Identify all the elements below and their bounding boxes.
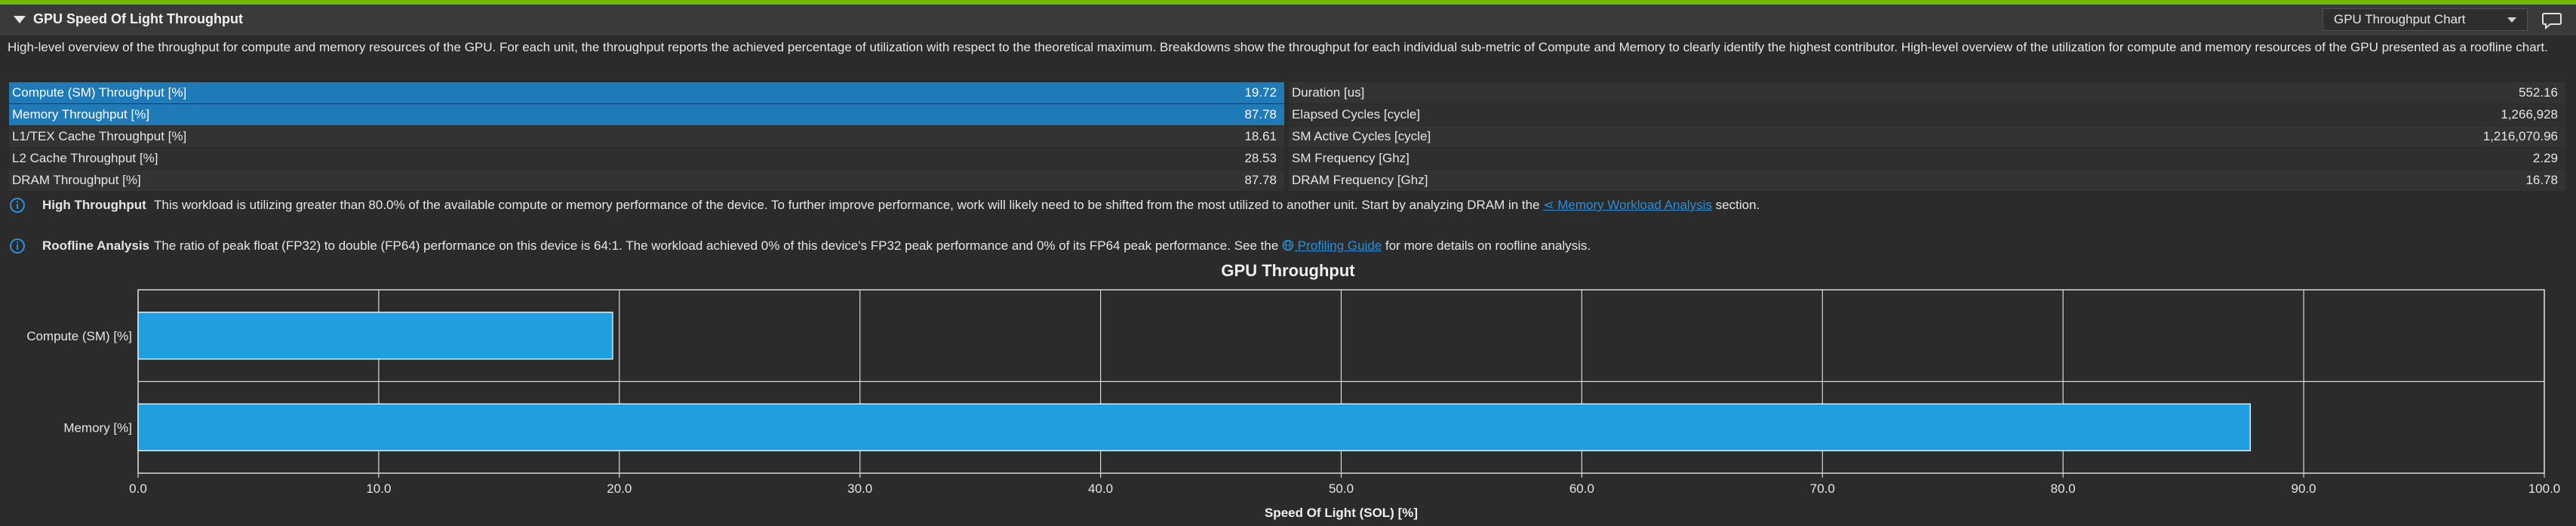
gpu-throughput-chart: 0.0 10.0 20.0 30.0 40.0 50.0 60.0 70.0 80.0 90.0 1…	[26, 289, 2561, 520]
metric-label: Elapsed Cycles [cycle]	[1292, 107, 1421, 122]
x-tick-label: 70.0	[1810, 481, 1835, 496]
memory-workload-analysis-link[interactable]: ⋖ Memory Workload Analysis	[1543, 198, 1712, 212]
collapse-chevron-icon[interactable]	[14, 15, 26, 23]
note-text-end: section.	[1711, 198, 1760, 212]
metric-row-l1tex-throughput[interactable]: L1/TEX Cache Throughput [%] 18.61	[9, 126, 1284, 147]
metric-row-l2-throughput[interactable]: L2 Cache Throughput [%] 28.53	[9, 148, 1284, 169]
note-text-start: The ratio of peak float (FP32) to double…	[154, 238, 1283, 253]
metric-value: 18.61	[1244, 129, 1277, 143]
profiling-guide-link[interactable]: Profiling Guide	[1282, 238, 1382, 253]
metric-label: L1/TEX Cache Throughput [%]	[12, 129, 187, 143]
x-tick-label: 100.0	[2528, 481, 2561, 496]
globe-icon	[1282, 239, 1294, 251]
metric-value: 2.29	[2532, 151, 2558, 165]
metric-row-compute-throughput[interactable]: Compute (SM) Throughput [%] 19.72	[9, 82, 1284, 103]
note-text: The ratio of peak float (FP32) to double…	[154, 238, 1591, 254]
x-tick-label: 30.0	[847, 481, 872, 496]
metric-value: 1,216,070.96	[2482, 129, 2558, 143]
metric-row-dram-frequency[interactable]: DRAM Frequency [Ghz] 16.78	[1289, 170, 2565, 191]
metric-label: Memory Throughput [%]	[12, 107, 150, 122]
x-tick-label: 10.0	[366, 481, 391, 496]
metric-value: 28.53	[1244, 151, 1277, 165]
roofline-analysis-note: Roofline Analysis The ratio of peak floa…	[9, 235, 1591, 257]
accent-line	[0, 0, 2576, 5]
high-throughput-note: High Throughput This workload is utilizi…	[9, 194, 1760, 217]
metric-row-dram-throughput[interactable]: DRAM Throughput [%] 87.78	[9, 170, 1284, 191]
metric-row-sm-active-cycles[interactable]: SM Active Cycles [cycle] 1,216,070.96	[1289, 126, 2565, 147]
comment-icon[interactable]	[2541, 11, 2562, 29]
metric-value: 87.78	[1244, 107, 1277, 122]
note-text: This workload is utilizing greater than …	[154, 198, 1760, 213]
metric-value: 87.78	[1244, 173, 1277, 187]
metric-row-memory-throughput[interactable]: Memory Throughput [%] 87.78	[9, 104, 1284, 125]
chart-title: GPU Throughput	[1221, 261, 1355, 280]
x-tick-label: 90.0	[2292, 481, 2316, 496]
metric-row-elapsed-cycles[interactable]: Elapsed Cycles [cycle] 1,266,928	[1289, 104, 2565, 125]
link-label: Memory Workload Analysis	[1557, 198, 1712, 212]
info-icon	[10, 198, 25, 213]
section-description: High-level overview of the throughput fo…	[8, 40, 2548, 54]
x-tick-label: 0.0	[129, 481, 147, 496]
section-title: GPU Speed Of Light Throughput	[33, 11, 243, 26]
metrics-table-right: Duration [us] 552.16 Elapsed Cycles [cyc…	[1289, 82, 2565, 192]
bar	[137, 403, 2252, 451]
metrics-table-left: Compute (SM) Throughput [%] 19.72 Memory…	[9, 82, 1284, 192]
chevron-down-icon	[2507, 17, 2516, 23]
x-tick-label: 40.0	[1088, 481, 1113, 496]
metric-value: 552.16	[2519, 85, 2558, 100]
note-text-end: for more details on roofline analysis.	[1382, 238, 1591, 253]
bar	[137, 312, 613, 360]
metric-value: 16.78	[2525, 173, 2558, 187]
note-title: High Throughput	[42, 198, 146, 212]
x-tick-label: 80.0	[2051, 481, 2076, 496]
metric-row-duration[interactable]: Duration [us] 552.16	[1289, 82, 2565, 103]
x-axis-label: Speed Of Light (SOL) [%]	[1265, 506, 1418, 520]
note-title: Roofline Analysis	[42, 238, 150, 253]
metric-label: SM Frequency [Ghz]	[1292, 151, 1409, 165]
dropdown-value: GPU Throughput Chart	[2334, 12, 2466, 26]
section-header[interactable]: GPU Speed Of Light Throughput GPU Throug…	[0, 5, 2576, 35]
x-tick-label: 60.0	[1569, 481, 1594, 496]
link-label: Profiling Guide	[1297, 238, 1382, 253]
chart-type-dropdown[interactable]: GPU Throughput Chart	[2322, 8, 2528, 31]
metric-label: Duration [us]	[1292, 85, 1365, 100]
metric-value: 1,266,928	[2501, 107, 2558, 122]
metric-label: Compute (SM) Throughput [%]	[12, 85, 187, 100]
metric-value: 19.72	[1244, 85, 1277, 100]
note-text-start: This workload is utilizing greater than …	[154, 198, 1544, 212]
x-tick-label: 20.0	[607, 481, 632, 496]
metric-label: DRAM Frequency [Ghz]	[1292, 173, 1428, 187]
metric-label: DRAM Throughput [%]	[12, 173, 141, 187]
y-category-label: Memory [%]	[63, 420, 132, 435]
metric-label: SM Active Cycles [cycle]	[1292, 129, 1431, 143]
metric-row-sm-frequency[interactable]: SM Frequency [Ghz] 2.29	[1289, 148, 2565, 169]
x-tick-label: 50.0	[1329, 481, 1354, 496]
y-category-label: Compute (SM) [%]	[26, 329, 132, 343]
info-icon	[10, 238, 25, 254]
metric-label: L2 Cache Throughput [%]	[12, 151, 158, 165]
